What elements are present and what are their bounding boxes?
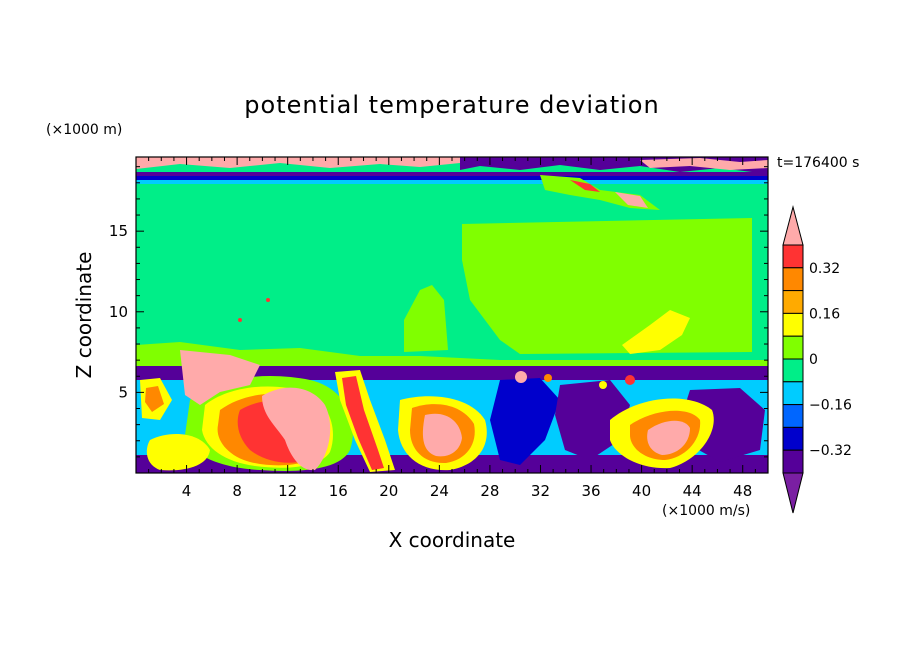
- x-tick-label: 40: [632, 482, 651, 500]
- y-tick-label: 10: [109, 303, 128, 321]
- contour-region: [544, 374, 552, 382]
- y-axis: 5 10 15: [109, 166, 768, 458]
- contour-field: [136, 157, 768, 473]
- contour-region: [462, 218, 752, 354]
- x-tick-label: 20: [379, 482, 398, 500]
- colorbar-label: 0.16: [809, 306, 840, 322]
- contour-region: [404, 285, 448, 352]
- colorbar-bin: [782, 244, 804, 269]
- colorbar-bin: [782, 404, 804, 428]
- contour-region: [599, 381, 607, 389]
- colorbar-label: −0.32: [809, 443, 852, 459]
- colorbar: 0.32 0.16 0 −0.16 −0.32: [782, 205, 852, 514]
- contour-region: [490, 378, 560, 465]
- colorbar-bin: [782, 358, 804, 383]
- x-axis-unit: (×1000 m/s): [662, 503, 750, 519]
- contour-region: [146, 434, 210, 471]
- colorbar-label: 0: [809, 352, 818, 368]
- x-tick-label: 4: [182, 482, 192, 500]
- colorbar-label: −0.16: [809, 398, 852, 414]
- x-axis-label: X coordinate: [389, 528, 516, 552]
- colorbar-over-triangle: [782, 205, 804, 246]
- colorbar-bin: [782, 312, 804, 337]
- contour-region: [647, 420, 690, 455]
- y-axis-unit: (×1000 m): [46, 122, 122, 138]
- contour-region: [515, 371, 527, 383]
- contour-region: [342, 376, 384, 470]
- x-tick-label: 36: [581, 482, 600, 500]
- x-tick-label: 48: [733, 482, 752, 500]
- x-tick-label: 44: [683, 482, 702, 500]
- x-axis: 4 8 12 16 20 24 28 32 36 40 44 48: [148, 157, 756, 500]
- contour-region: [136, 180, 768, 184]
- contour-region: [136, 342, 768, 368]
- contour-region: [180, 350, 260, 405]
- contour-region: [136, 157, 460, 169]
- x-tick-label: 8: [232, 482, 242, 500]
- contour-region: [262, 387, 331, 471]
- y-tick-label: 5: [118, 383, 128, 401]
- x-tick-label: 16: [329, 482, 348, 500]
- contour-region: [145, 386, 164, 412]
- colorbar-under-triangle: [782, 472, 804, 514]
- time-label: t=176400 s: [777, 155, 859, 171]
- x-tick-label: 32: [531, 482, 550, 500]
- x-tick-label: 24: [430, 482, 449, 500]
- contour-region: [136, 176, 768, 181]
- contour-region: [136, 366, 768, 380]
- contour-region: [266, 298, 270, 302]
- colorbar-bin: [782, 267, 804, 292]
- chart-title: potential temperature deviation: [244, 91, 659, 119]
- contour-region: [622, 310, 690, 354]
- colorbar-bin: [782, 335, 804, 360]
- x-tick-label: 28: [480, 482, 499, 500]
- y-axis-label: Z coordinate: [72, 252, 96, 379]
- colorbar-label: 0.32: [809, 261, 840, 277]
- contour-region: [570, 180, 600, 192]
- x-tick-label: 12: [278, 482, 297, 500]
- colorbar-bin: [782, 449, 804, 474]
- colorbar-bin: [782, 290, 804, 314]
- colorbar-bin: [782, 381, 804, 406]
- contour-region: [625, 375, 635, 385]
- y-tick-label: 15: [109, 222, 128, 240]
- contour-region: [238, 318, 242, 322]
- contour-region: [615, 192, 648, 208]
- contour-region: [422, 413, 462, 457]
- colorbar-bin: [782, 426, 804, 451]
- contour-region: [640, 158, 768, 170]
